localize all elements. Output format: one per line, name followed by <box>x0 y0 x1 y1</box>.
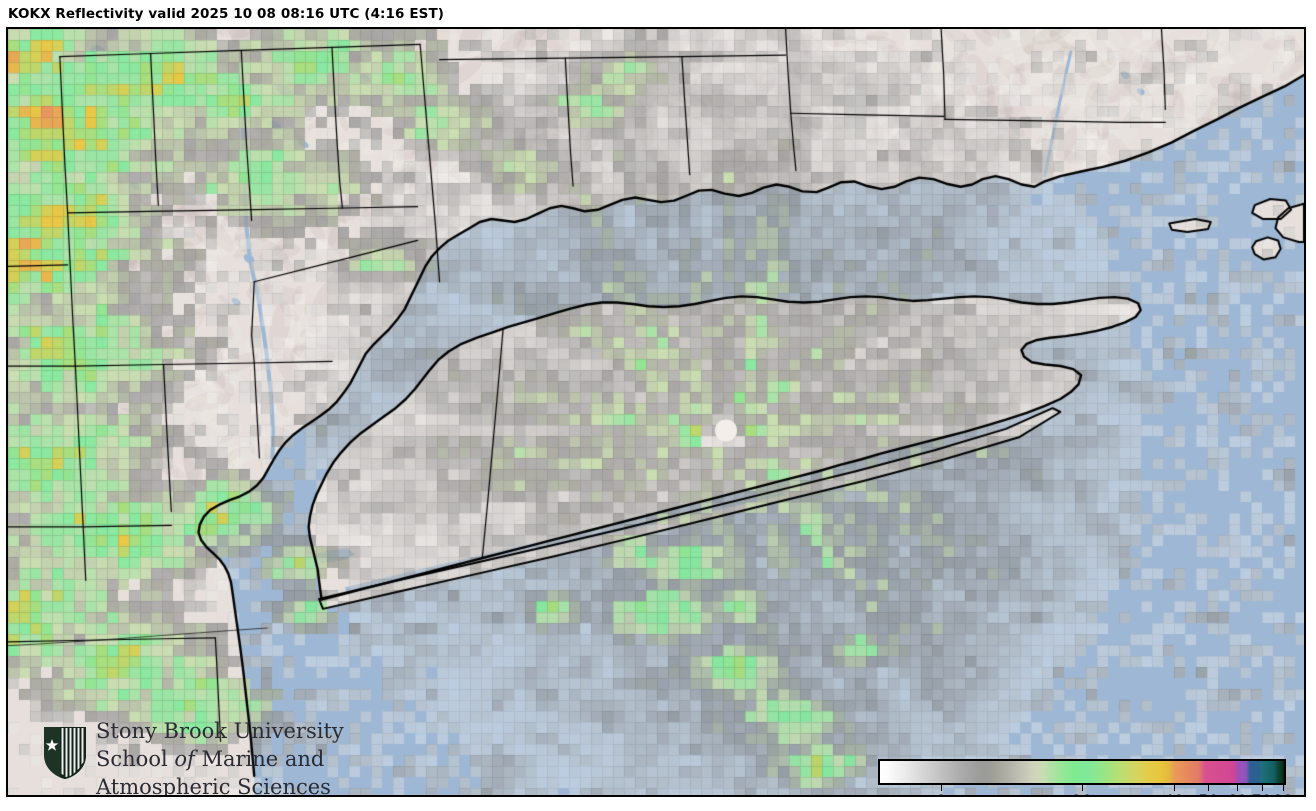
colorbar-swatch <box>1041 761 1050 783</box>
colorbar-swatch <box>936 761 945 783</box>
colorbar-swatch <box>904 761 913 783</box>
colorbar-tick <box>1173 785 1175 791</box>
colorbar-swatch <box>1158 761 1169 783</box>
colorbar-swatch <box>1280 761 1284 783</box>
colorbar-swatch <box>1205 761 1224 783</box>
colorbar-swatch <box>985 761 994 783</box>
colorbar-tick <box>1208 785 1210 791</box>
product-title: KOKX Reflectivity valid 2025 10 08 08:16… <box>8 6 445 22</box>
colorbar-tick <box>1261 785 1263 791</box>
colorbar-swatch <box>1237 761 1246 783</box>
colorbar-swatch <box>928 761 937 783</box>
colorbar-tick-label: 0 <box>936 791 946 795</box>
colorbar-swatch <box>1233 761 1238 783</box>
colorbar-swatch <box>1110 761 1123 783</box>
colorbar-swatch <box>1009 761 1018 783</box>
colorbar-swatch <box>1033 761 1042 783</box>
colorbar-swatch <box>1249 761 1258 783</box>
radar-map-frame[interactable]: Stony Brook University School of Marine … <box>6 27 1306 797</box>
colorbar-gradient-bar <box>878 759 1286 785</box>
colorbar-swatch <box>1017 761 1026 783</box>
colorbar-swatch <box>1073 761 1087 783</box>
colorbar-swatch <box>1122 761 1135 783</box>
colorbar-ticks <box>878 785 1286 793</box>
colorbar-swatch <box>968 761 977 783</box>
colorbar-swatch <box>1223 761 1234 783</box>
colorbar-swatch <box>1261 761 1274 783</box>
colorbar-tick-label: 60 <box>1227 791 1247 795</box>
colorbar-swatch <box>920 761 929 783</box>
colorbar-swatch <box>1277 761 1281 783</box>
colorbar-swatch <box>1187 761 1200 783</box>
colorbar-swatch <box>1001 761 1010 783</box>
colorbar-tick-label: 80 <box>1273 791 1293 795</box>
colorbar-tick-label: 70 <box>1251 791 1271 795</box>
colorbar-swatch <box>1098 761 1111 783</box>
colorbar-swatch <box>960 761 969 783</box>
colorbar-tick-label: 50 <box>1198 791 1218 795</box>
colorbar-swatch <box>952 761 961 783</box>
colorbar-tick-label: 40 <box>1164 791 1184 795</box>
colorbar-swatch <box>1168 761 1175 783</box>
colorbar-tick-labels: 0 20 40 50 60 7080 <box>878 791 1293 795</box>
colorbar-swatch <box>1257 761 1262 783</box>
colorbar-swatch <box>1273 761 1278 783</box>
radar-map-canvas[interactable] <box>8 29 1304 795</box>
colorbar-tick-label: 20 <box>1072 791 1092 795</box>
colorbar-swatch <box>1245 761 1250 783</box>
colorbar-swatch <box>1061 761 1074 783</box>
colorbar-tick <box>1082 785 1083 791</box>
colorbar-swatch <box>888 761 897 783</box>
colorbar-swatch <box>976 761 986 783</box>
colorbar-swatch <box>1146 761 1159 783</box>
colorbar-tick <box>941 785 943 791</box>
colorbar-swatch <box>912 761 921 783</box>
colorbar-swatch <box>896 761 905 783</box>
reflectivity-colorbar: 0 20 40 50 60 7080 <box>878 759 1293 795</box>
colorbar-swatch <box>1049 761 1062 783</box>
colorbar-swatch <box>1086 761 1099 783</box>
colorbar-swatch <box>880 761 889 783</box>
colorbar-swatch <box>1134 761 1147 783</box>
colorbar-swatch <box>1174 761 1188 783</box>
colorbar-swatches <box>880 761 1284 783</box>
colorbar-tick <box>1282 785 1284 791</box>
colorbar-swatch <box>1025 761 1034 783</box>
colorbar-swatch <box>993 761 1002 783</box>
colorbar-swatch <box>1199 761 1206 783</box>
colorbar-tick <box>1237 785 1239 791</box>
colorbar-swatch <box>944 761 953 783</box>
